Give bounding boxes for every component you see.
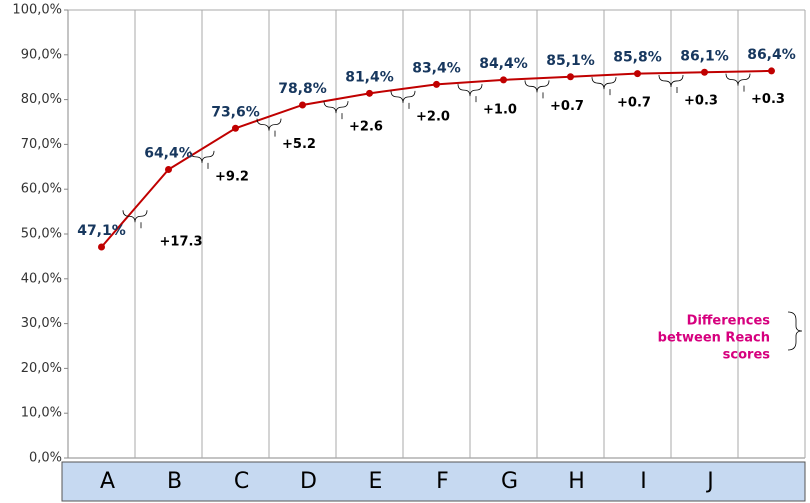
point — [500, 76, 507, 84]
y-tick-label: 10,0% — [21, 406, 62, 421]
note-line: between Reach — [658, 331, 770, 346]
point — [634, 70, 641, 78]
point — [768, 67, 775, 75]
x-tick-label: J — [705, 469, 714, 494]
difference-bracket — [122, 210, 148, 223]
x-tick-label: C — [234, 469, 249, 494]
difference-bracket — [390, 90, 416, 103]
difference-bracket — [524, 80, 550, 93]
point — [701, 68, 708, 76]
data-label: 86,1% — [680, 48, 729, 64]
difference-label: +17.3 — [160, 235, 203, 250]
data-label: 47,1% — [77, 223, 126, 239]
data-label: 81,4% — [345, 69, 394, 85]
note-bracket — [787, 311, 803, 351]
point — [567, 73, 574, 81]
y-tick-label: 0,0% — [29, 451, 62, 466]
data-label: 85,1% — [546, 53, 595, 69]
x-tick-label: F — [436, 469, 449, 494]
difference-label: +0.7 — [550, 99, 584, 114]
difference-bracket — [457, 84, 483, 97]
note-line: Differences — [687, 314, 771, 329]
difference-bracket — [591, 77, 617, 90]
difference-bracket — [658, 74, 684, 87]
y-tick-label: 60,0% — [21, 182, 62, 197]
x-tick-label: D — [300, 469, 317, 494]
difference-bracket — [189, 150, 215, 163]
note-line: scores — [723, 348, 771, 363]
difference-label: +0.3 — [684, 93, 718, 108]
y-tick-label: 100,0% — [12, 3, 62, 18]
x-tick-label: E — [369, 469, 383, 494]
data-label: 85,8% — [613, 50, 662, 66]
point — [232, 124, 239, 132]
difference-label: +2.0 — [416, 109, 450, 124]
difference-label: +0.7 — [617, 96, 651, 111]
data-label: 73,6% — [211, 104, 260, 120]
y-tick-label: 40,0% — [21, 271, 62, 286]
difference-label: +0.3 — [751, 92, 785, 107]
y-tick-label: 90,0% — [21, 47, 62, 62]
x-tick-label: I — [640, 469, 647, 494]
difference-label: +1.0 — [483, 103, 517, 118]
difference-label: +2.6 — [349, 120, 383, 135]
difference-bracket — [256, 118, 282, 131]
point — [366, 89, 373, 97]
category-band — [61, 461, 806, 502]
point — [299, 101, 306, 109]
data-label: 84,4% — [479, 56, 528, 72]
data-label: 86,4% — [747, 47, 796, 63]
point — [165, 165, 172, 173]
difference-label: +5.2 — [282, 137, 316, 152]
data-label: 78,8% — [278, 81, 327, 97]
x-tick-label: B — [167, 469, 182, 494]
data-label: 83,4% — [412, 60, 461, 76]
difference-label: +9.2 — [215, 169, 249, 184]
y-tick-label: 20,0% — [21, 361, 62, 376]
y-tick-label: 30,0% — [21, 316, 62, 331]
y-tick-label: 50,0% — [21, 227, 62, 242]
x-tick-label: A — [100, 469, 115, 494]
difference-bracket — [725, 73, 751, 86]
data-label: 64,4% — [144, 145, 193, 161]
y-tick-label: 80,0% — [21, 92, 62, 107]
difference-bracket — [323, 101, 349, 114]
point — [433, 80, 440, 88]
x-tick-label: G — [501, 469, 518, 494]
y-tick-label: 70,0% — [21, 137, 62, 152]
point — [98, 243, 105, 251]
x-tick-label: H — [568, 469, 585, 494]
